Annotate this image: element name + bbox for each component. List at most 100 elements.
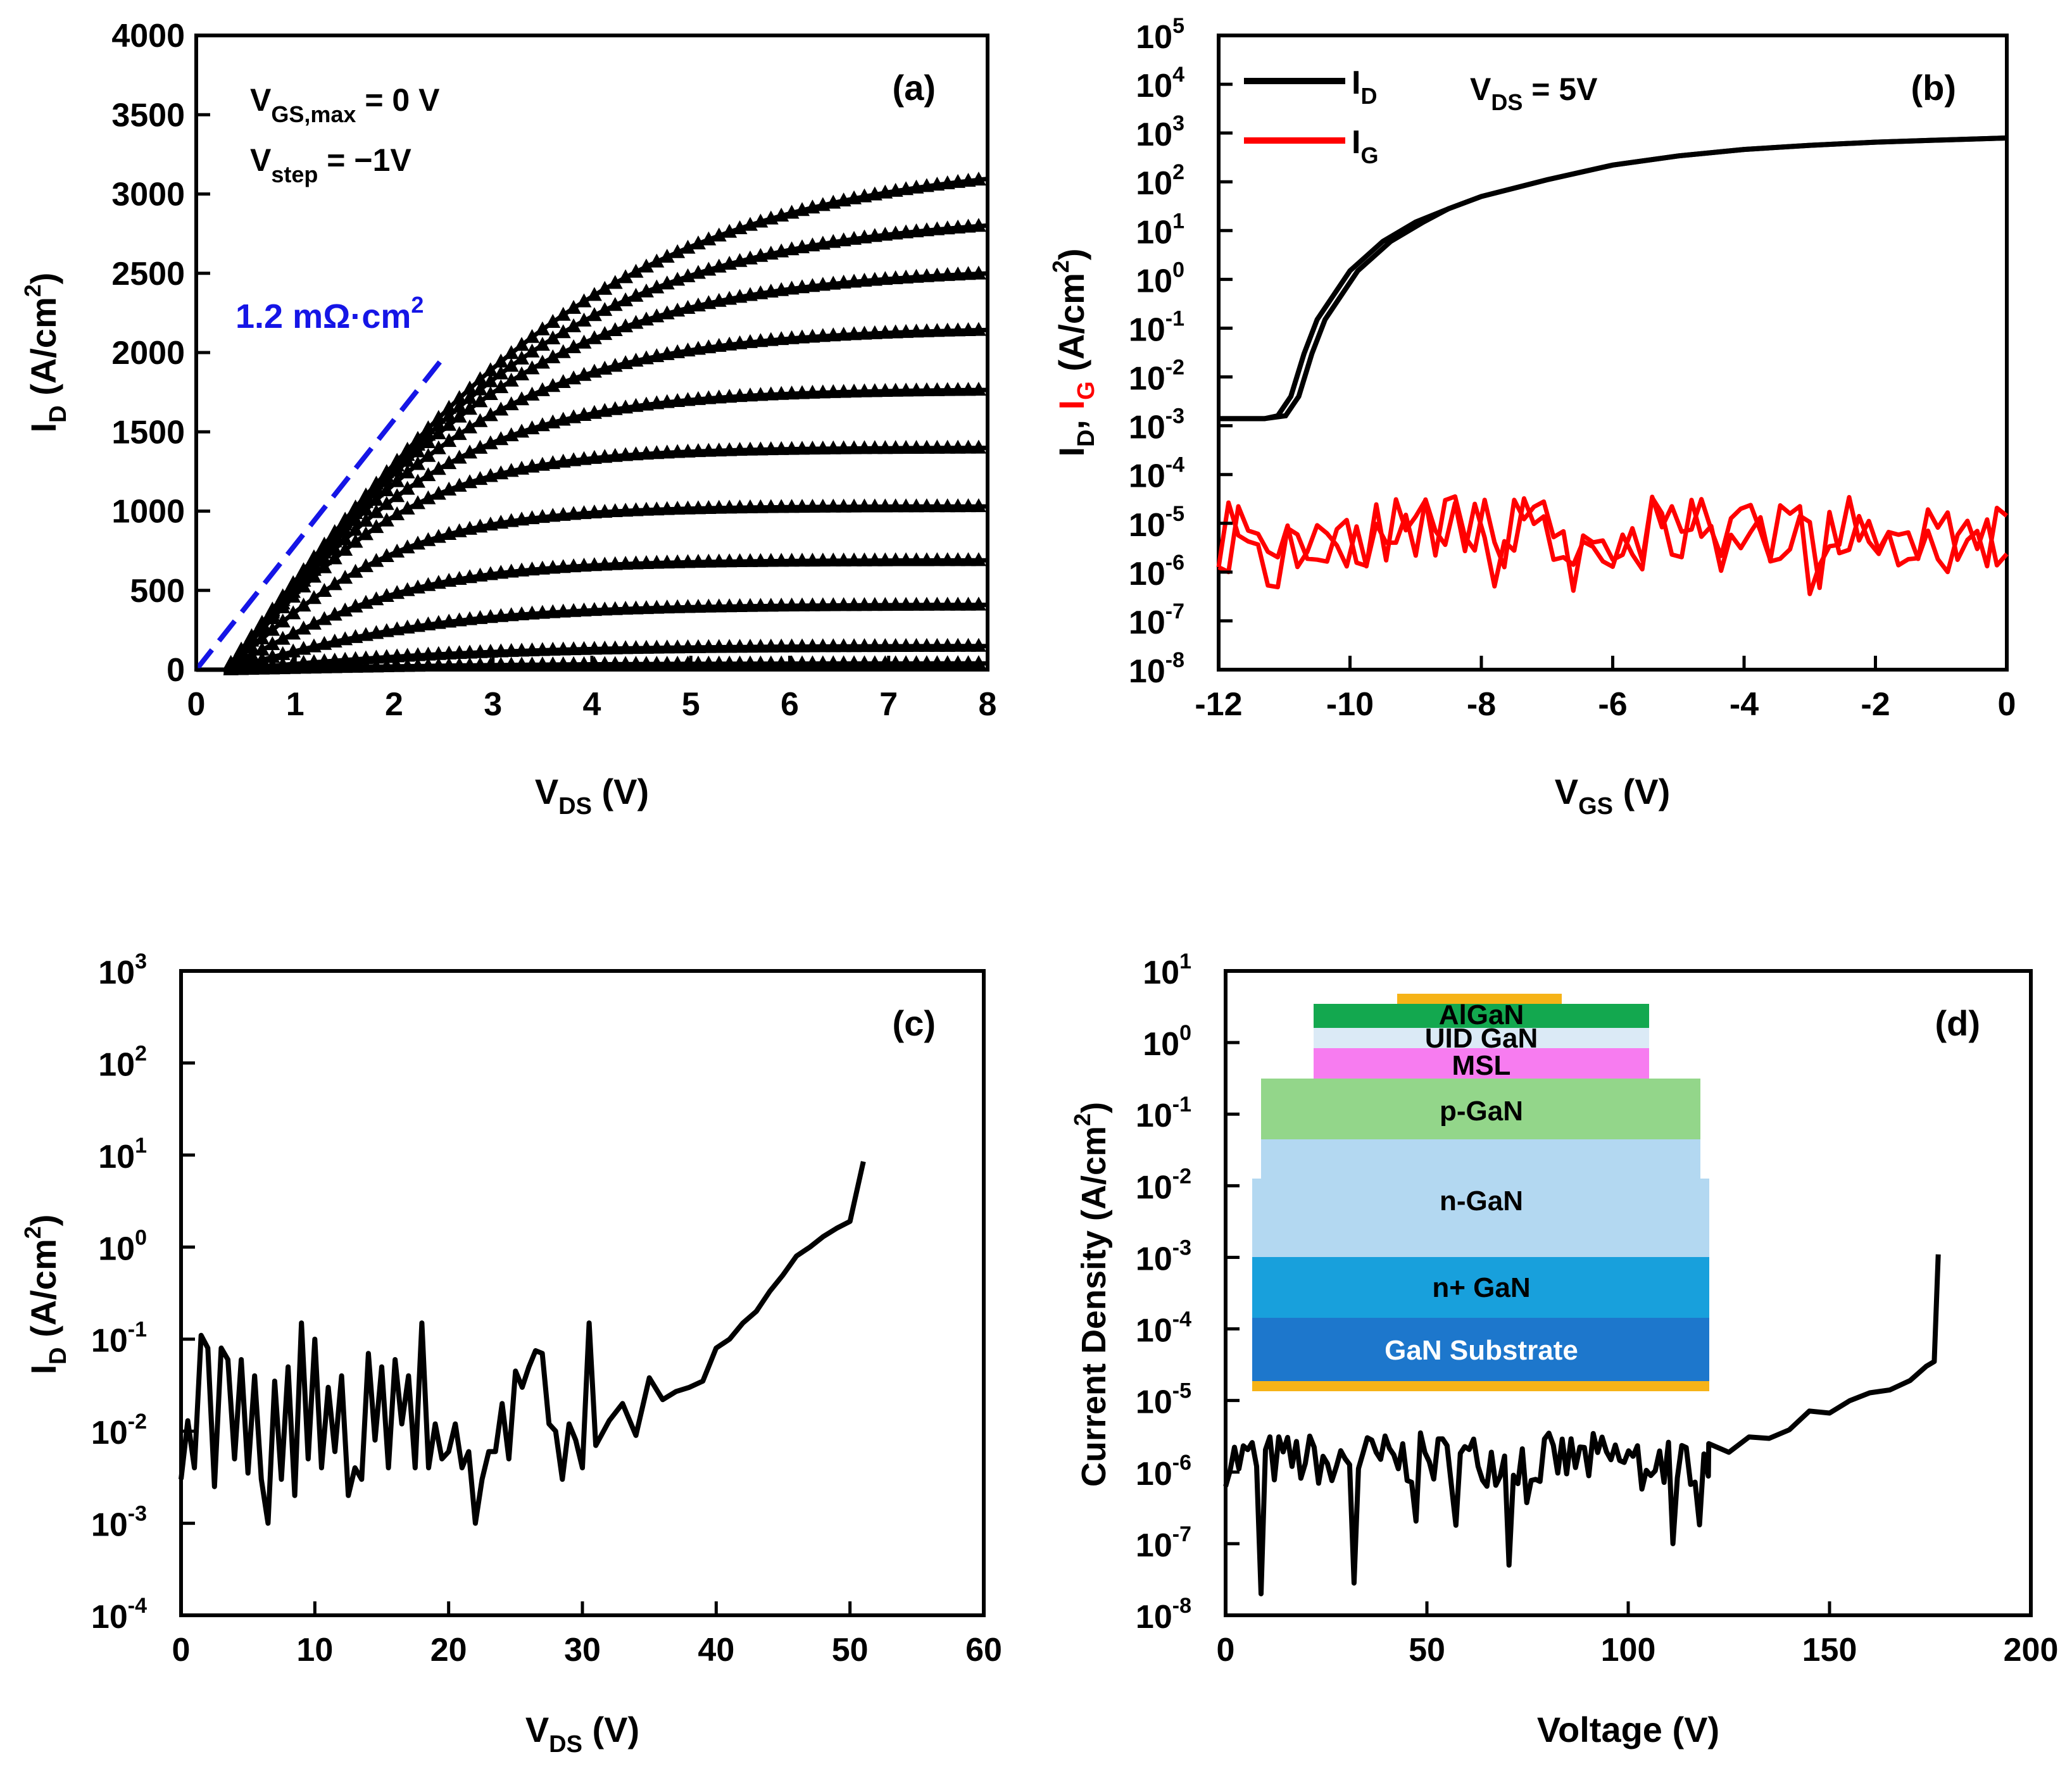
panel-a-marker (815, 655, 831, 670)
panel-a-marker (493, 431, 509, 446)
panel-a-marker (607, 601, 623, 615)
panel-a-marker (929, 552, 945, 566)
panel-a-xtick-label: 8 (979, 686, 997, 723)
panel-a-marker (898, 323, 914, 338)
panel-a-marker (618, 292, 634, 306)
panel-a-marker (701, 639, 717, 653)
panel-b-ig-curve-0 (1217, 494, 2009, 596)
panel-a-marker (254, 660, 270, 675)
panel-a-marker (950, 382, 966, 396)
panel-a-marker (337, 659, 353, 673)
panel-a-marker (919, 323, 934, 337)
panel-a-marker (950, 596, 966, 611)
panel-a-marker (586, 307, 602, 322)
panel-a-marker (566, 299, 582, 314)
panel-a-marker (420, 467, 436, 482)
panel-a-marker (701, 655, 717, 670)
panel-a-marker (607, 556, 623, 570)
panel-a-marker (514, 511, 530, 526)
panel-a-marker (275, 613, 291, 628)
panel-a-marker (586, 504, 602, 519)
panel-a-marker (358, 526, 374, 541)
panel-a-marker (493, 565, 509, 579)
layer-label-algan: AlGaN (1439, 999, 1524, 1030)
panel-a-marker (690, 655, 706, 670)
panel-a-marker (462, 569, 478, 584)
panel-a-marker (659, 554, 675, 569)
panel-a-marker (410, 495, 425, 510)
panel-a-marker (586, 287, 602, 301)
panel-a-marker (368, 519, 384, 534)
panel-a-marker (379, 548, 394, 562)
panel-a-marker (898, 552, 914, 566)
panel-a-marker (815, 384, 831, 399)
panel-a-marker (815, 638, 831, 653)
panel-a-marker (753, 655, 769, 670)
panel-a-marker (649, 639, 665, 654)
panel-a-marker (722, 655, 738, 670)
panel-a-marker (555, 559, 571, 573)
panel-c-xtick-label: 20 (430, 1632, 467, 1668)
panel-a-marker (929, 498, 945, 513)
panel-a-marker (763, 499, 779, 513)
panel-a-marker (690, 391, 706, 405)
panel-a: 0 1 2 3 4 5 6 7 8 0 500 1000 1500 2000 2500 3000 3500 400… (20, 18, 996, 820)
panel-a-xtick-label: 3 (484, 686, 502, 723)
panel-a-marker (670, 392, 686, 407)
panel-a-marker (877, 498, 893, 513)
panel-d-xtick-label: 150 (1802, 1632, 1857, 1668)
panel-a-marker (711, 655, 727, 670)
panel-a-marker (670, 272, 686, 286)
panel-a-marker (638, 555, 654, 570)
panel-a-marker (960, 637, 976, 652)
panel-a-marker (939, 220, 955, 235)
layer-gan-substrate (1252, 1318, 1709, 1381)
panel-a-marker (846, 638, 862, 653)
panel-a-marker (628, 640, 644, 654)
layer-uid-gan (1314, 1028, 1649, 1048)
panel-a-marker (534, 382, 550, 396)
panel-a-marker (732, 335, 748, 349)
panel-a-marker (430, 461, 446, 475)
panel-a-marker (265, 636, 280, 651)
panel-a-marker (753, 333, 769, 347)
panel-a-marker (919, 268, 934, 282)
panel-a-marker (670, 444, 686, 458)
panel-a-marker (430, 657, 446, 672)
panel-a-annot-ron: 1.2 mΩ·cm2 (235, 292, 424, 335)
panel-a-marker (451, 645, 467, 660)
panel-a-marker (420, 646, 436, 661)
panel-b-ytick-label: 10-1 (1129, 306, 1184, 348)
panel-a-marker (472, 657, 488, 672)
panel-a-marker (649, 656, 665, 670)
panel-a-marker (857, 325, 872, 340)
panel-a-marker (929, 382, 945, 396)
panel-a-marker (815, 440, 831, 454)
layer-algan (1314, 1004, 1649, 1028)
panel-a-marker (628, 656, 644, 670)
panel-a-marker (690, 599, 706, 613)
panel-a-marker (430, 615, 446, 629)
panel-a-marker (826, 440, 841, 454)
panel-a-marker (597, 656, 613, 670)
panel-a-marker (826, 597, 841, 611)
panel-a-marker (877, 638, 893, 653)
panel-a-marker (576, 312, 592, 327)
panel-a-marker (753, 553, 769, 567)
panel-a-marker (566, 318, 582, 332)
panel-a-marker (950, 498, 966, 513)
panel-a-marker (836, 274, 851, 289)
panel-a-marker (970, 596, 986, 611)
panel-b-ytick-label: 105 (1136, 14, 1184, 56)
panel-a-marker (576, 505, 592, 520)
panel-a-marker (358, 501, 374, 516)
panel-a-marker (732, 639, 748, 653)
panel-a-marker (618, 656, 634, 670)
panel-a-marker (960, 498, 976, 513)
panel-a-marker (441, 481, 457, 496)
panel-a-marker (306, 615, 322, 630)
panel-a-marker (389, 463, 405, 477)
panel-a-marker (659, 639, 675, 654)
panel-a-marker (732, 598, 748, 612)
panel-a-marker (534, 642, 550, 656)
